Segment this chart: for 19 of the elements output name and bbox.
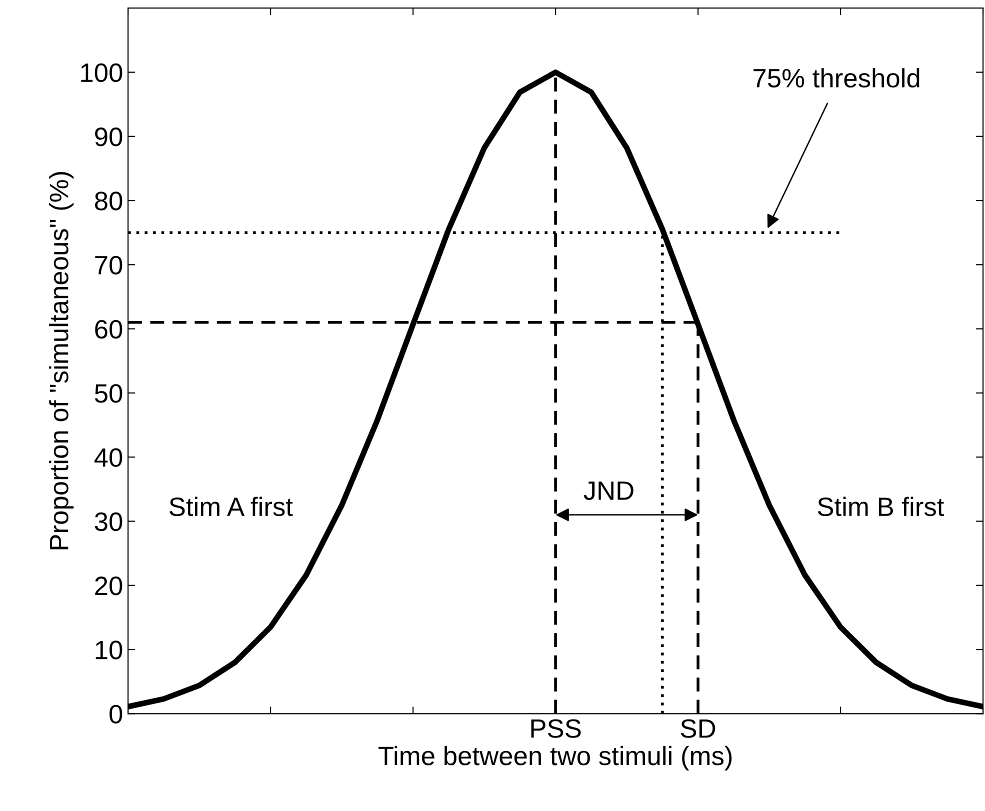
y-tick-label: 80 — [94, 192, 122, 210]
x-tick-label: PSS — [531, 719, 581, 738]
y-tick-label: 100 — [81, 63, 122, 82]
x-axis-title: Time between two stimuli (ms) — [378, 746, 732, 771]
y-tick-label: 0 — [110, 704, 122, 724]
y-axis-title: Proportion of "simultaneous" (%) — [49, 172, 74, 550]
annotation: Stim A first — [170, 496, 293, 516]
y-tick-label: 40 — [94, 448, 122, 467]
x-tick-label: SD — [680, 719, 716, 738]
annotation: 75% threshold — [754, 68, 920, 88]
y-tick-label: 20 — [95, 576, 122, 596]
y-tick-label: 50 — [94, 384, 122, 403]
y-tick-label: 30 — [94, 512, 122, 532]
y-tick-label: 90 — [95, 128, 122, 146]
y-tick-label: 10 — [96, 640, 122, 660]
annotation: JND — [584, 482, 634, 500]
annotation: Stim B first — [818, 496, 944, 516]
y-tick-label: 60 — [95, 320, 122, 339]
y-tick-label: 70 — [95, 256, 122, 275]
